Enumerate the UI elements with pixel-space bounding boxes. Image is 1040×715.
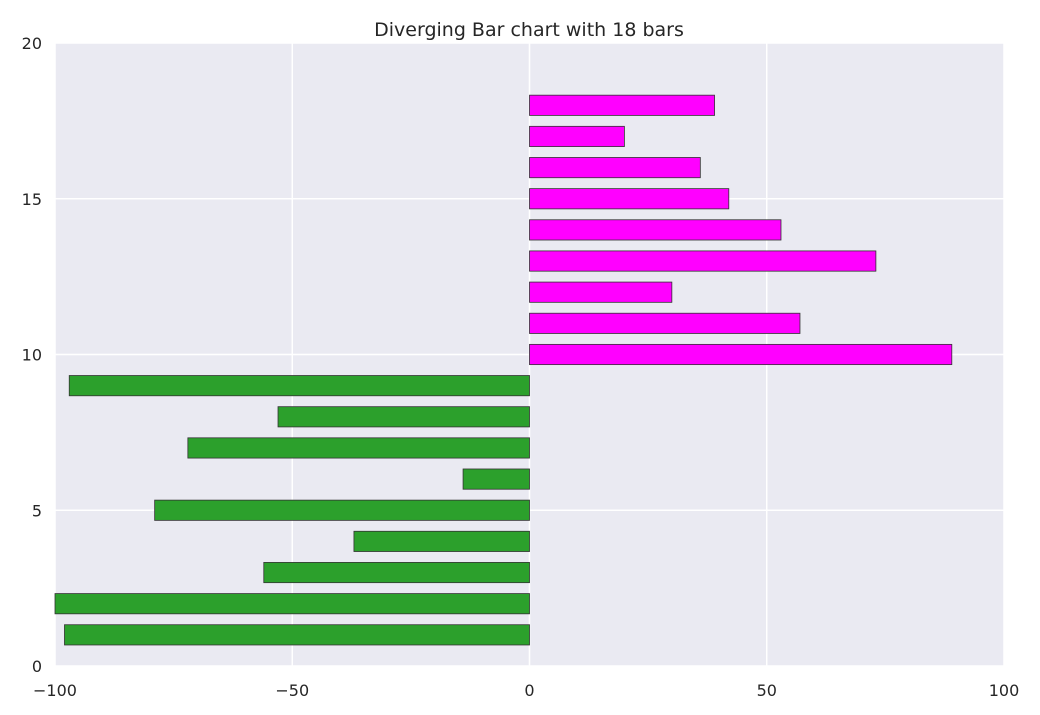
bar-15 [529, 188, 730, 210]
y-tick-labels: 0 5 10 15 20 [22, 34, 42, 676]
bar-18 [529, 94, 715, 116]
x-tick-label: −100 [33, 681, 77, 700]
bar-11 [529, 312, 801, 334]
x-tick-label: −50 [275, 681, 309, 700]
bar-6 [462, 468, 530, 490]
chart-title: Diverging Bar chart with 18 bars [374, 19, 684, 41]
bar-13 [529, 250, 877, 272]
bar-7 [187, 437, 530, 459]
bar-17 [529, 125, 625, 147]
bar-2 [54, 593, 530, 615]
bar-5 [154, 499, 530, 521]
bar-16 [529, 157, 701, 179]
y-tick-label: 20 [22, 34, 42, 53]
bar-1 [64, 624, 530, 646]
bar-12 [529, 281, 673, 303]
x-tick-labels: −100 −50 0 50 100 [33, 681, 1019, 700]
bar-9 [68, 375, 530, 397]
bar-8 [277, 406, 530, 428]
bar-4 [353, 530, 530, 552]
bar-3 [263, 562, 530, 584]
bar-14 [529, 219, 782, 241]
y-tick-label: 5 [32, 501, 42, 520]
y-tick-label: 10 [22, 346, 42, 365]
bars [54, 94, 953, 646]
y-tick-label: 15 [22, 190, 42, 209]
x-tick-label: 100 [989, 681, 1020, 700]
x-tick-label: 50 [757, 681, 777, 700]
bar-10 [529, 343, 953, 366]
x-tick-label: 0 [524, 681, 534, 700]
y-tick-label: 0 [32, 657, 42, 676]
